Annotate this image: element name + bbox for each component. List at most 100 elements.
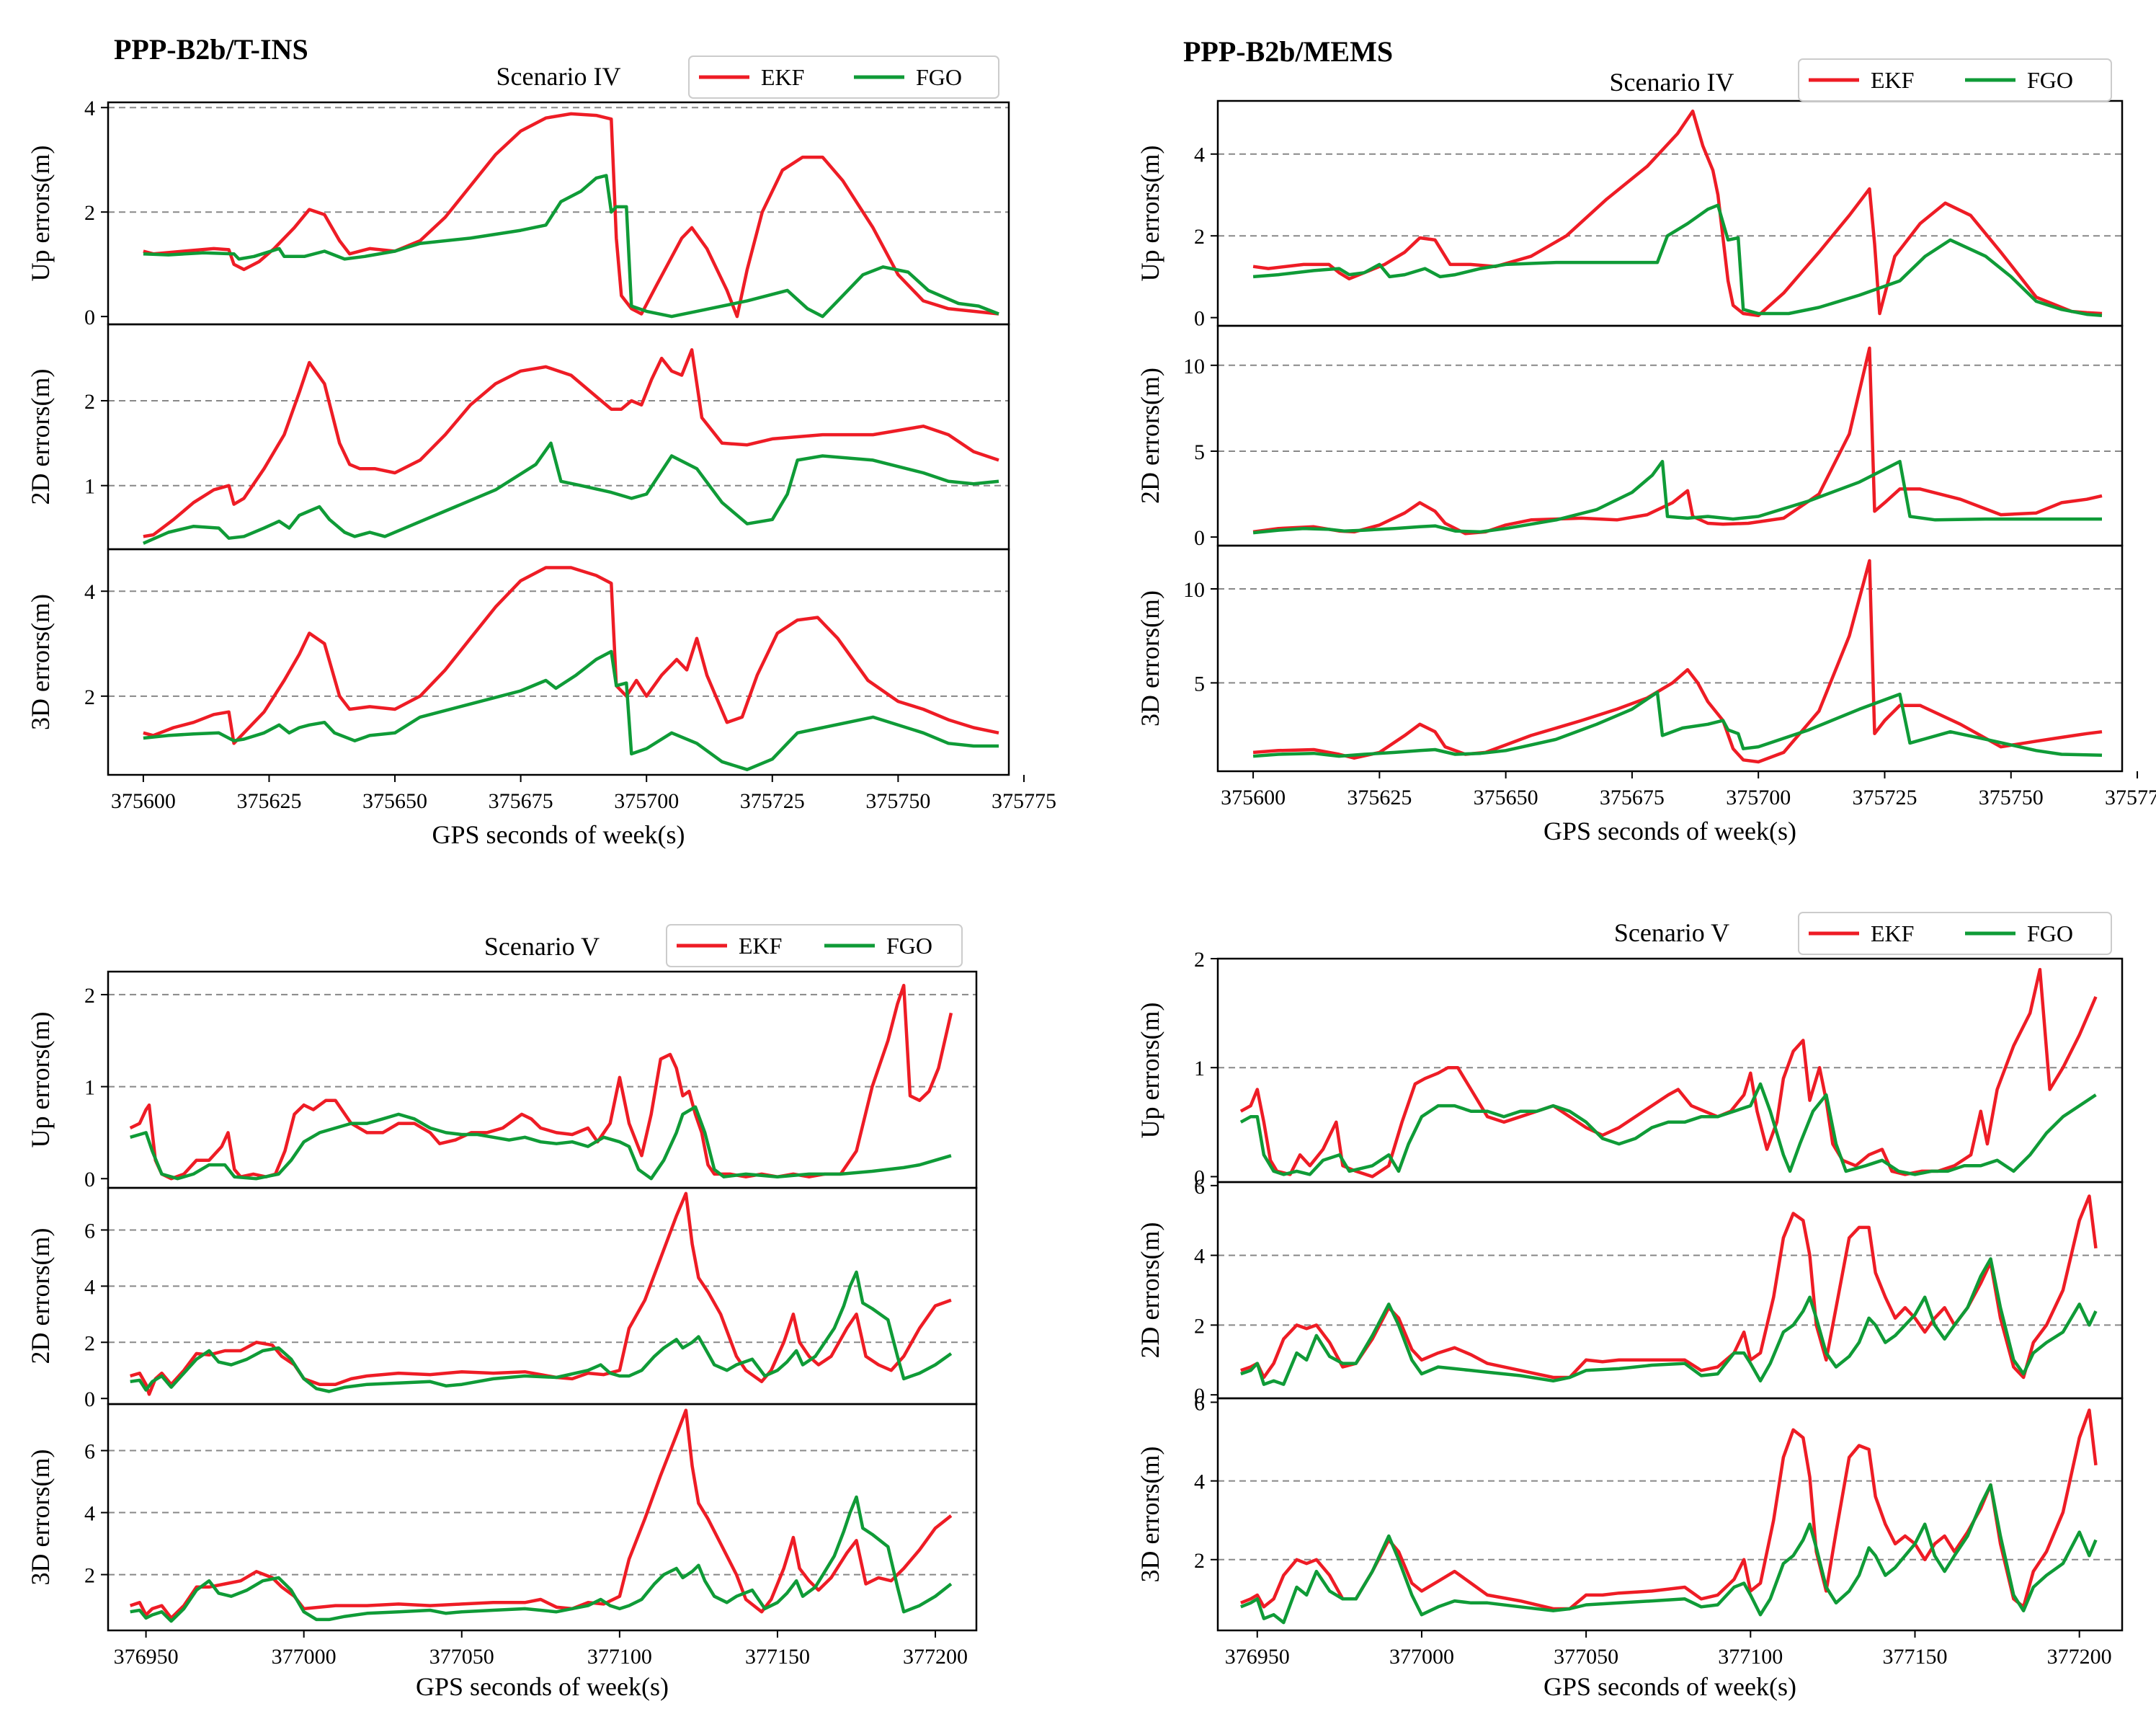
x-tick-label: 375725 bbox=[740, 789, 805, 813]
y-tick-label: 0 bbox=[1194, 1384, 1205, 1408]
chart-mems-iv: Scenario IV 0 2 4 Up errors(m) 0 5 10 2D errors(… bbox=[1136, 58, 2156, 845]
y-tick-label: 2 bbox=[84, 1564, 95, 1588]
y-tick-label: 4 bbox=[1194, 1245, 1205, 1269]
legend-label-fgo: FGO bbox=[886, 933, 932, 959]
x-tick-label: 377050 bbox=[1554, 1645, 1618, 1669]
x-tick-label: 377150 bbox=[1882, 1645, 1947, 1669]
y-tick-label: 4 bbox=[1194, 1470, 1205, 1494]
x-tick-label: 375725 bbox=[1852, 786, 1917, 809]
subplot-2: 1 2 2D errors(m) bbox=[26, 323, 1010, 551]
x-axis-label: GPS seconds of week(s) bbox=[1544, 817, 1796, 845]
y-tick-label: 1 bbox=[84, 475, 95, 499]
y-tick-label: 2 bbox=[1194, 1314, 1205, 1338]
series-line-fgo bbox=[130, 1270, 953, 1393]
y-tick-label: 0 bbox=[1194, 1166, 1205, 1189]
y-tick-label: 2 bbox=[1194, 948, 1205, 972]
y-axis-label: 3D errors(m) bbox=[26, 1449, 55, 1586]
series-line-ekf bbox=[143, 566, 999, 745]
series-line-fgo bbox=[130, 1495, 953, 1623]
x-tick-label: 377000 bbox=[1389, 1645, 1454, 1669]
y-tick-label: 0 bbox=[84, 306, 95, 329]
y-tick-label: 4 bbox=[84, 1502, 95, 1526]
subplot-frame bbox=[107, 1403, 978, 1632]
series-line-fgo bbox=[130, 1105, 952, 1181]
series-line-fgo bbox=[142, 441, 999, 545]
subplot-frame bbox=[1216, 544, 2124, 773]
x-tick-label: 375750 bbox=[865, 789, 930, 813]
x-tick-label: 376950 bbox=[1225, 1645, 1290, 1669]
y-axis-label: Up errors(m) bbox=[1136, 146, 1164, 282]
x-tick-label: 375650 bbox=[1474, 786, 1538, 809]
y-tick-label: 2 bbox=[84, 1331, 95, 1355]
x-tick-label: 375750 bbox=[1979, 786, 2044, 809]
subplot-1: 0 1 2 Up errors(m) bbox=[26, 970, 978, 1191]
x-tick-label: 375625 bbox=[1347, 786, 1412, 809]
x-tick-label: 375675 bbox=[489, 789, 553, 813]
legend-box bbox=[688, 56, 999, 99]
y-axis-label: Up errors(m) bbox=[1136, 1003, 1164, 1139]
x-tick-label: 375625 bbox=[236, 789, 301, 813]
legend-label-fgo: FGO bbox=[916, 64, 962, 90]
x-tick-label: 375775 bbox=[992, 789, 1056, 813]
y-tick-label: 0 bbox=[1194, 526, 1205, 550]
y-tick-label: 2 bbox=[84, 685, 95, 709]
legend: EKF FGO bbox=[666, 924, 963, 967]
series-line-ekf bbox=[130, 1191, 952, 1396]
series-line-fgo bbox=[1252, 459, 2102, 535]
series-line-fgo bbox=[143, 649, 999, 771]
y-axis-label: 2D errors(m) bbox=[1136, 1222, 1164, 1359]
subplot-2: 0 5 10 2D errors(m) bbox=[1136, 324, 2124, 550]
y-axis-label: 3D errors(m) bbox=[1136, 1447, 1164, 1583]
y-tick-label: 4 bbox=[84, 97, 95, 120]
y-tick-label: 2 bbox=[84, 201, 95, 225]
series-line-fgo bbox=[1252, 203, 2103, 318]
x-axis-label: GPS seconds of week(s) bbox=[416, 1672, 669, 1701]
y-tick-label: 6 bbox=[84, 1440, 95, 1464]
series-line-ekf bbox=[1239, 967, 2098, 1178]
scenario-title: Scenario V bbox=[484, 932, 600, 961]
series-line-fgo bbox=[1239, 1082, 2097, 1176]
subplot-frame bbox=[107, 970, 978, 1189]
group-title-tins: PPP-B2b/T-INS bbox=[114, 33, 308, 66]
x-tick-label: 377200 bbox=[2047, 1645, 2112, 1669]
x-tick-label: 377150 bbox=[745, 1645, 810, 1669]
series-line-ekf bbox=[1252, 559, 2103, 764]
series-line-fgo bbox=[1240, 1257, 2098, 1386]
y-axis-label: 2D errors(m) bbox=[26, 1228, 55, 1364]
chart-tins-v: Scenario V 0 1 2 Up errors(m) 0 2 4 6 2D errors(m… bbox=[26, 924, 978, 1701]
x-tick-label: 375675 bbox=[1600, 786, 1665, 809]
y-tick-label: 0 bbox=[84, 1168, 95, 1191]
series-line-fgo bbox=[1252, 691, 2103, 758]
y-axis-label: 3D errors(m) bbox=[1136, 590, 1164, 727]
legend-label-ekf: EKF bbox=[739, 933, 782, 959]
legend-box bbox=[1798, 912, 2112, 955]
legend-label-ekf: EKF bbox=[1871, 920, 1914, 946]
subplot-1: 0 1 2 Up errors(m) bbox=[1136, 948, 2124, 1189]
series-line-fgo bbox=[143, 174, 999, 319]
series-line-ekf bbox=[143, 348, 999, 538]
y-tick-label: 1 bbox=[1194, 1057, 1205, 1080]
y-tick-label: 2 bbox=[84, 390, 95, 414]
x-tick-label: 375700 bbox=[614, 789, 679, 813]
y-tick-label: 2 bbox=[1194, 1549, 1205, 1573]
series-line-ekf bbox=[1252, 346, 2103, 536]
scenario-title: Scenario V bbox=[1614, 918, 1729, 947]
scenario-title: Scenario IV bbox=[496, 62, 621, 91]
subplot-2: 0 2 4 6 2D errors(m) bbox=[26, 1186, 978, 1411]
x-tick-label: 377050 bbox=[429, 1645, 494, 1669]
x-tick-label: 377000 bbox=[272, 1645, 337, 1669]
chart-tins-iv: Scenario IV 0 2 4 Up errors(m) 1 2 2D errors(m)… bbox=[26, 56, 1056, 849]
series-line-ekf bbox=[129, 1408, 953, 1620]
y-axis-label: 2D errors(m) bbox=[1136, 368, 1164, 504]
y-axis-label: 2D errors(m) bbox=[26, 369, 55, 505]
y-tick-label: 6 bbox=[1194, 1175, 1205, 1199]
legend-label-ekf: EKF bbox=[761, 64, 804, 90]
y-tick-label: 0 bbox=[84, 1388, 95, 1411]
subplot-frame bbox=[1216, 1397, 2124, 1632]
legend-box bbox=[1798, 58, 2112, 102]
y-tick-label: 2 bbox=[1194, 225, 1205, 249]
subplot-frame bbox=[107, 323, 1010, 551]
legend: EKF FGO bbox=[1798, 912, 2112, 955]
subplot-3: 2 4 6 3D errors(m) bbox=[1136, 1391, 2124, 1632]
subplot-frame bbox=[107, 548, 1010, 776]
